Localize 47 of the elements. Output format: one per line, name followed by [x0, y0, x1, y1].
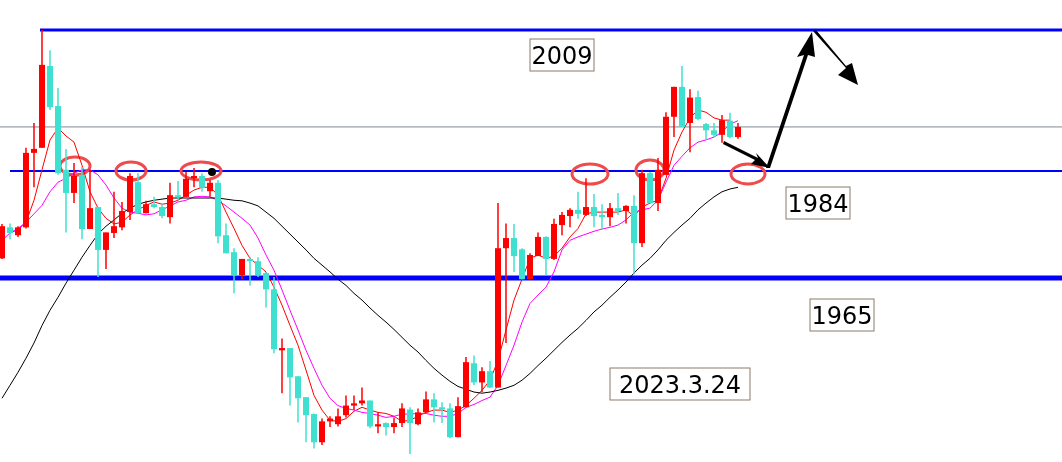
candlestick: [71, 162, 77, 204]
candlestick: [255, 256, 261, 278]
candlestick: [223, 222, 229, 255]
candlestick: [439, 401, 445, 424]
candlestick: [199, 172, 205, 193]
ref-line-label: 1965: [811, 302, 873, 330]
candlestick: [343, 394, 349, 419]
candlestick: [63, 148, 69, 234]
candlestick: [167, 182, 173, 225]
candlestick: [511, 223, 517, 273]
candlestick: [567, 207, 573, 229]
candlestick: [727, 112, 733, 139]
candlestick: [119, 201, 125, 231]
candlestick: [695, 90, 701, 121]
candlestick: [303, 396, 309, 444]
candlestick: [487, 360, 493, 389]
candlestick: [87, 169, 93, 230]
candlestick: [103, 231, 109, 270]
candlestick: [591, 193, 597, 229]
candlestick: [351, 394, 357, 411]
candlestick: [295, 375, 301, 424]
candlestick: [535, 231, 541, 257]
candlestick: [263, 271, 269, 309]
ref-line-label: 2009: [531, 42, 593, 70]
ref-line-label: 1984: [787, 190, 849, 218]
candlestick: [623, 204, 629, 225]
candlestick: [583, 177, 589, 217]
candlestick: [175, 180, 181, 202]
candlestick: [479, 366, 485, 393]
candlestick: [407, 406, 413, 455]
candlestick: [231, 247, 237, 295]
candlestick: [111, 191, 117, 239]
candlestick: [543, 235, 549, 277]
candlestick: [607, 202, 613, 227]
candlestick: [319, 417, 325, 446]
candlestick: [503, 222, 509, 344]
candlestick: [559, 211, 565, 236]
candlestick: [615, 192, 621, 216]
candlestick: [423, 390, 429, 414]
candlestick: [719, 114, 725, 144]
candlestick: [151, 196, 157, 209]
annotation: 2023.3.24: [618, 371, 742, 399]
candlestick: [575, 191, 581, 220]
candlestick: [31, 122, 37, 189]
candlestick: [431, 392, 437, 424]
candlestick: [471, 354, 477, 387]
candlestick: [183, 171, 189, 198]
